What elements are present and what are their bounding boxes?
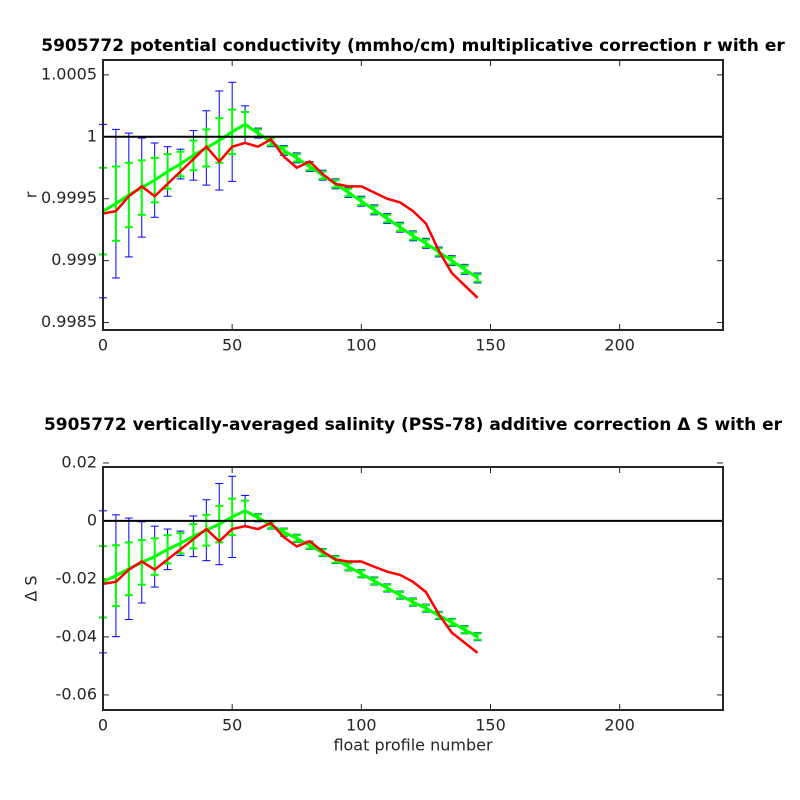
x-tick-label: 200 [604,336,635,355]
axes-box [102,59,724,331]
x-axis-label: float profile number [333,736,493,755]
data-line [102,521,479,654]
y-tick-label: 0.999 [51,250,97,269]
y-tick-label: -0.02 [56,568,97,587]
axes-box [102,466,724,711]
x-tick-label: 0 [98,716,108,735]
x-tick-label: 50 [222,336,242,355]
plot-area [103,60,723,330]
plot-area [103,467,723,710]
y-tick-label: 1 [87,126,97,145]
x-tick-label: 100 [346,336,377,355]
fit-line [102,122,479,280]
x-tick-label: 200 [604,716,635,735]
fit-line [102,509,479,638]
x-tick-label: 0 [98,336,108,355]
y-tick-label: -0.06 [56,684,97,703]
x-tick-label: 150 [475,336,506,355]
y-tick-label: -0.04 [56,626,97,645]
y-tick-label: 1.0005 [41,64,97,83]
y-axis-label: Δ S [22,575,41,601]
y-axis-label: r [22,191,41,198]
y-tick-label: 0.02 [61,452,97,471]
chart-title: 5905772 vertically-averaged salinity (PS… [44,415,783,435]
y-tick-label: 0 [87,510,97,529]
y-tick-label: 0.9985 [41,312,97,331]
chart-title: 5905772 potential conductivity (mmho/cm)… [41,36,785,56]
x-tick-label: 150 [475,716,506,735]
x-tick-label: 100 [346,716,377,735]
y-tick-label: 0.9995 [41,188,97,207]
x-tick-label: 50 [222,716,242,735]
data-line [102,137,479,299]
